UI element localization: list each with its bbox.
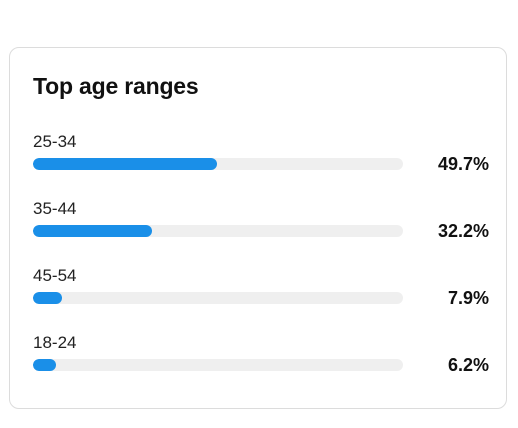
age-range-bar-fill xyxy=(33,225,153,237)
age-range-label: 35-44 xyxy=(33,199,77,218)
card-title: Top age ranges xyxy=(33,73,199,99)
age-range-percent: 49.7% xyxy=(437,154,489,174)
age-range-percent: 6.2% xyxy=(447,355,489,375)
age-range-percent: 7.9% xyxy=(447,288,489,308)
age-range-bar-fill xyxy=(33,359,56,371)
age-range-bar-fill xyxy=(33,292,63,304)
age-range-percent: 32.2% xyxy=(437,221,489,241)
age-range-bar-track xyxy=(33,225,403,237)
age-range-row: 25-34 49.7% xyxy=(33,132,489,176)
age-range-bar-track xyxy=(33,292,403,304)
age-range-bar-track xyxy=(33,359,403,371)
age-range-label: 18-24 xyxy=(33,333,77,352)
age-range-row: 35-44 32.2% xyxy=(33,199,489,243)
age-range-label: 45-54 xyxy=(33,266,77,285)
age-range-label: 25-34 xyxy=(33,132,77,151)
age-range-bar-track xyxy=(33,158,403,170)
age-range-bar-fill xyxy=(33,158,217,170)
age-range-row: 18-24 6.2% xyxy=(33,333,489,377)
age-range-row: 45-54 7.9% xyxy=(33,266,489,310)
age-ranges-card: Top age ranges 25-34 49.7% 35-44 32.2% 4… xyxy=(9,47,507,409)
